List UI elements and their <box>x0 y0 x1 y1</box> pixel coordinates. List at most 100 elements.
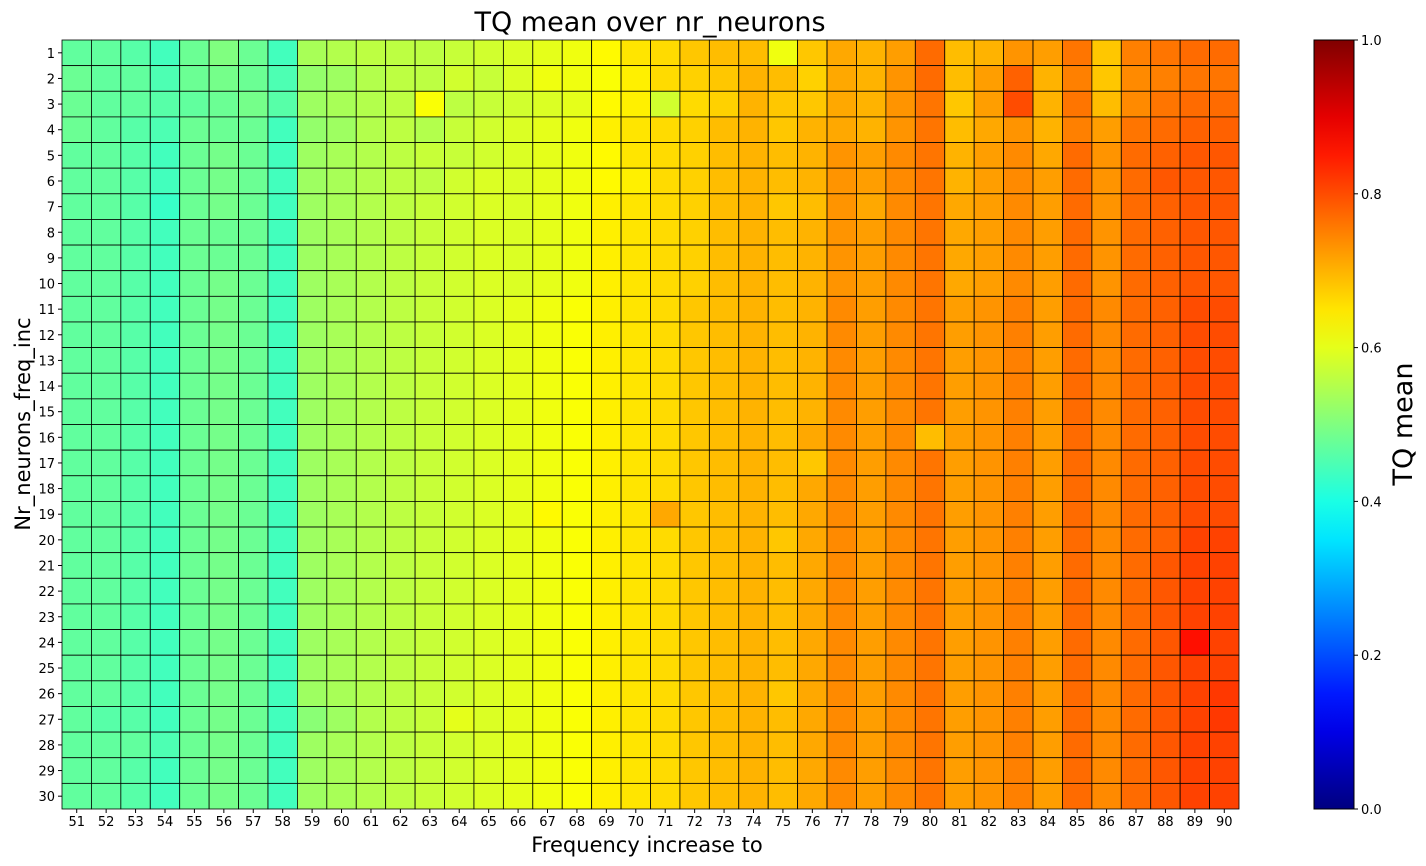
heatmap-cell <box>1032 372 1063 400</box>
heatmap-cell <box>738 372 769 400</box>
heatmap-cell <box>179 706 210 733</box>
heatmap-cell <box>238 577 269 605</box>
heatmap-cell <box>914 39 946 67</box>
heatmap-cell <box>238 270 269 297</box>
heatmap-cell <box>385 475 416 502</box>
heatmap-cell <box>120 424 151 451</box>
x-tick-label: 73 <box>716 815 733 830</box>
heatmap-cell <box>826 347 857 374</box>
heatmap-cell <box>1091 90 1122 118</box>
heatmap-cell <box>856 680 887 707</box>
heatmap-cell <box>120 90 151 118</box>
heatmap-cell <box>767 270 799 297</box>
heatmap-cell <box>1120 526 1152 554</box>
heatmap-cell <box>708 39 740 67</box>
heatmap-cell <box>1179 39 1210 67</box>
heatmap-cell <box>767 372 799 400</box>
heatmap-cell <box>355 295 387 323</box>
heatmap-cell <box>591 782 622 810</box>
heatmap-cell <box>444 193 475 220</box>
heatmap-cell <box>650 706 681 733</box>
heatmap-cell <box>414 475 445 502</box>
heatmap-cell <box>708 731 740 759</box>
heatmap-cell <box>208 65 239 92</box>
heatmap-cell <box>1120 475 1152 502</box>
heatmap-cell <box>1091 295 1122 323</box>
x-tick-label: 62 <box>392 815 409 830</box>
heatmap-cell <box>355 90 387 118</box>
heatmap-cell <box>620 731 651 759</box>
x-tick-label: 59 <box>304 815 321 830</box>
heatmap-cell <box>650 680 681 707</box>
heatmap-cell <box>1209 731 1240 759</box>
heatmap-cell <box>120 244 151 272</box>
heatmap-cell <box>149 295 181 323</box>
heatmap-cell <box>355 424 387 451</box>
x-tick-label: 77 <box>833 815 850 830</box>
heatmap-cell <box>208 295 239 323</box>
heatmap-cell <box>149 219 181 246</box>
heatmap-cell <box>591 90 622 118</box>
heatmap-cell <box>502 603 534 630</box>
heatmap-cell <box>973 116 1004 143</box>
heatmap-cell <box>532 475 563 502</box>
heatmap-cell <box>179 526 210 554</box>
heatmap-cell <box>326 424 357 451</box>
heatmap-cell <box>914 782 946 810</box>
heatmap-cell <box>532 244 563 272</box>
heatmap-cell <box>885 526 916 554</box>
heatmap-cell <box>826 372 857 400</box>
heatmap-cell <box>238 629 269 656</box>
heatmap-cell <box>1179 193 1210 220</box>
heatmap-cell <box>620 167 651 195</box>
heatmap-cell <box>1062 500 1093 528</box>
heatmap-cell <box>1091 500 1122 528</box>
heatmap-cell <box>149 731 181 759</box>
heatmap-cell <box>385 193 416 220</box>
heatmap-cell <box>473 321 504 349</box>
heatmap-cell <box>326 629 357 656</box>
heatmap-cell <box>91 475 122 502</box>
heatmap-cell <box>179 167 210 195</box>
heatmap-cell <box>120 706 151 733</box>
heatmap-cell <box>1209 577 1240 605</box>
heatmap-cell <box>767 552 799 579</box>
heatmap-cell <box>561 372 593 400</box>
heatmap-cell <box>1091 244 1122 272</box>
heatmap-cell <box>591 116 622 143</box>
heatmap-cell <box>973 680 1004 707</box>
x-tick-label: 79 <box>892 815 909 830</box>
heatmap-cell <box>591 757 622 784</box>
heatmap-cell <box>620 90 651 118</box>
heatmap-cell <box>767 65 799 92</box>
heatmap-cell <box>355 65 387 92</box>
heatmap-cell <box>914 731 946 759</box>
heatmap-cell <box>149 39 181 67</box>
heatmap-cell <box>738 295 769 323</box>
heatmap-cell <box>591 680 622 707</box>
heatmap-cell <box>767 295 799 323</box>
heatmap-cell <box>296 116 328 143</box>
heatmap-cell <box>591 372 622 400</box>
heatmap-cell <box>444 782 475 810</box>
heatmap-cell <box>620 244 651 272</box>
heatmap-cell <box>708 116 740 143</box>
heatmap-cell <box>179 295 210 323</box>
y-tick-label: 19 <box>38 508 55 523</box>
heatmap-cell <box>1062 552 1093 579</box>
heatmap-cell <box>1179 731 1210 759</box>
heatmap-cell <box>91 731 122 759</box>
heatmap-cell <box>767 654 799 682</box>
heatmap-cell <box>91 347 122 374</box>
heatmap-cell <box>650 782 681 810</box>
heatmap-cell <box>620 449 651 477</box>
heatmap-cell <box>1150 167 1181 195</box>
heatmap-cell <box>650 757 681 784</box>
heatmap-cell <box>1003 90 1034 118</box>
heatmap-cell <box>385 706 416 733</box>
heatmap-cell <box>1003 552 1034 579</box>
heatmap-cell <box>591 193 622 220</box>
heatmap-cell <box>885 167 916 195</box>
heatmap-cell <box>179 65 210 92</box>
heatmap-cell <box>267 347 298 374</box>
